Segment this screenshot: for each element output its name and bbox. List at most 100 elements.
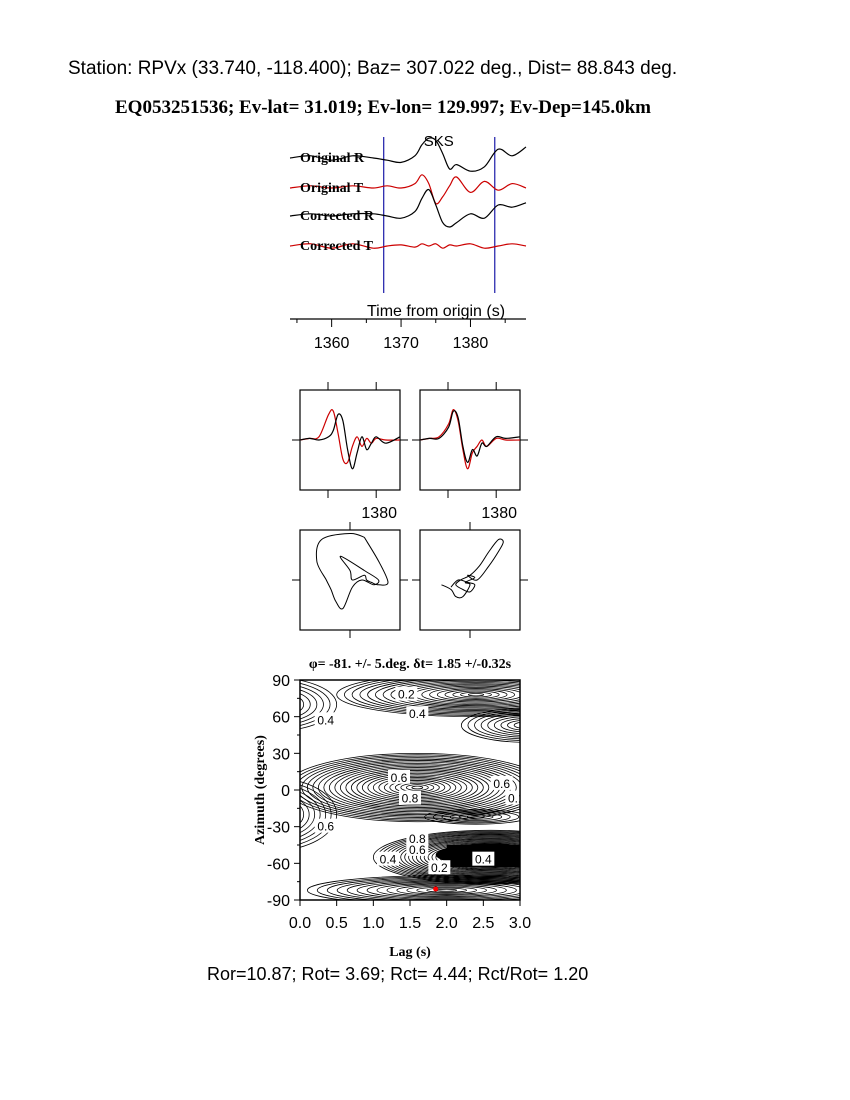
contour-line (300, 752, 520, 823)
trace-original-r (289, 137, 527, 172)
contour-line (300, 795, 316, 834)
contour-line (460, 707, 520, 743)
overlay-trace-r (419, 410, 521, 464)
contour-label-bg (399, 790, 421, 805)
y-tick-label: -60 (267, 856, 290, 873)
contour-line (427, 842, 520, 872)
contour-line (521, 724, 534, 727)
x-tick-label: 1.5 (399, 915, 421, 932)
energy-grid-xlabel: Lag (s) (389, 945, 431, 960)
contour-line (441, 811, 511, 823)
contour-line (312, 760, 520, 816)
trace-label-corrected-r: Corrected R (300, 209, 375, 224)
x-tick-label: 3.0 (509, 915, 531, 932)
contour-line (467, 709, 520, 741)
contour-line (359, 680, 520, 714)
contour-line (396, 884, 497, 896)
y-tick-label: 30 (272, 746, 290, 763)
contour-label: 0.4 (317, 713, 334, 727)
contour-label: 0.2 (431, 861, 448, 875)
contour-label-bg (314, 818, 337, 833)
contour-line (406, 885, 487, 895)
contour-label: 0.4 (475, 853, 492, 867)
contour-line (500, 718, 520, 733)
trace-label-corrected-t: Corrected T (300, 239, 374, 254)
contour-label-bg (490, 775, 513, 790)
contour-line (316, 876, 520, 900)
y-tick-label: -90 (267, 893, 290, 910)
trace-label-original-t: Original T (300, 181, 364, 196)
y-tick-label: 0 (281, 783, 290, 800)
contour-label-bg (314, 712, 337, 727)
contour-line (300, 805, 305, 824)
contour-label: 0.8 (409, 832, 426, 846)
contour-line (366, 881, 520, 900)
contour-label-bg (406, 830, 429, 845)
contour-line (436, 888, 458, 892)
contour-line (300, 781, 338, 848)
x-tick-label: 2.0 (436, 915, 458, 932)
contour-line (300, 680, 338, 729)
trace-label-original-r: Original R (300, 151, 365, 166)
y-tick-label: -30 (267, 820, 290, 837)
contour-line (513, 721, 520, 729)
contour-line (424, 809, 520, 825)
contour-line (405, 683, 520, 707)
particle-motion-original-frame (299, 529, 401, 631)
contour-line (466, 815, 485, 819)
contour-line (421, 685, 520, 704)
contour-line (300, 754, 520, 821)
station-info: Station: RPVx (33.740, -118.400); Baz= 3… (68, 58, 678, 79)
contour-line (300, 788, 327, 841)
contour-line (432, 810, 520, 824)
time-tick-label: 1360 (314, 335, 350, 352)
x-tick-label: 0.0 (289, 915, 311, 932)
contour-line (300, 682, 331, 726)
contour-label: 0.4 (409, 707, 426, 721)
contour-line (458, 814, 494, 820)
contour-line (460, 691, 492, 698)
overlay-trace-t (299, 409, 401, 465)
contour-line (444, 689, 508, 700)
contour-line (376, 882, 517, 898)
contour-line (345, 768, 490, 807)
contour-line (419, 840, 520, 874)
overlay-trace-r (299, 413, 401, 470)
contour-label-bg (406, 706, 429, 721)
contour-label-bg (388, 769, 410, 784)
contour-line (415, 839, 520, 875)
contour-line (467, 693, 485, 697)
contour-line (317, 761, 517, 814)
contour-line (300, 791, 321, 838)
contour-line (301, 757, 520, 818)
contour-line (426, 887, 467, 893)
trace-original-t (289, 174, 527, 205)
contour-line (344, 680, 520, 716)
contour-label: 0.1 (508, 792, 525, 806)
ratios-summary: Ror=10.87; Rot= 3.69; Rct= 4.44; Rct/Rot… (207, 964, 589, 984)
contour-line (493, 716, 520, 735)
phase-label: SKS (424, 133, 454, 150)
contour-line (386, 883, 507, 897)
x-tick-label: 2.5 (472, 915, 494, 932)
contour-line (367, 680, 520, 713)
contour-line (346, 879, 520, 900)
contour-line (300, 755, 520, 820)
trace-corrected-t (289, 243, 527, 249)
contour-line (487, 714, 520, 736)
y-tick-label: 60 (272, 710, 290, 727)
contour-line (429, 686, 520, 703)
event-info: EQ053251536; Ev-lat= 31.019; Ev-lon= 129… (115, 97, 651, 118)
contour-label: 0.4 (380, 853, 397, 867)
contour-label-bg (377, 851, 399, 866)
contour-line (350, 770, 484, 806)
contour-line (257, 699, 283, 710)
best-fit-marker (433, 886, 439, 892)
contour-line (404, 837, 520, 878)
contour-line (300, 693, 311, 716)
contour-line (452, 690, 500, 699)
contour-line (375, 680, 520, 711)
contour-label: 0.6 (317, 820, 334, 834)
contour-label-bg (505, 790, 520, 805)
